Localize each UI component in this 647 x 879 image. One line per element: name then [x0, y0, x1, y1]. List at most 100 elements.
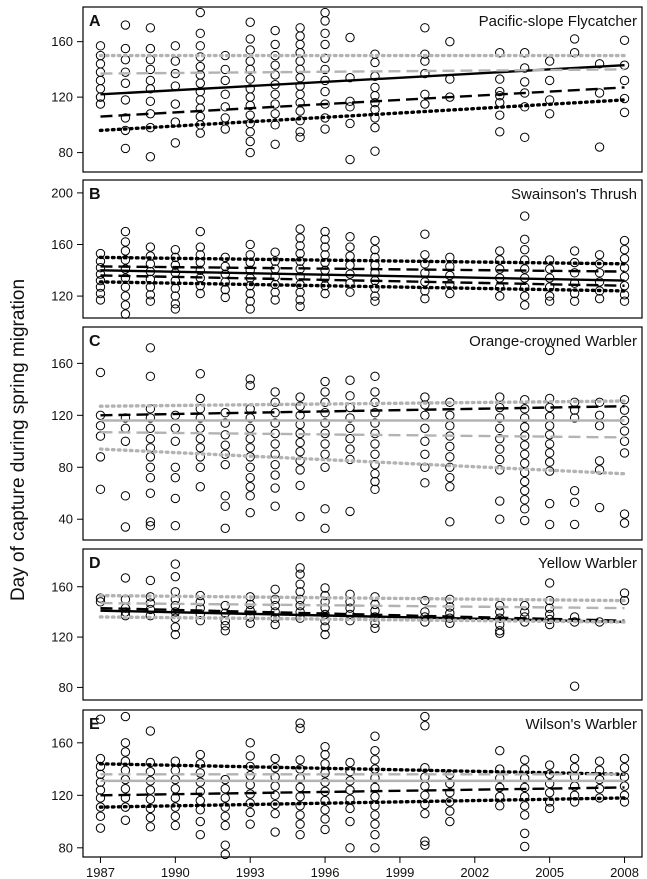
- data-point: [195, 482, 205, 492]
- data-point: [195, 41, 205, 51]
- data-point: [245, 374, 255, 384]
- data-point: [544, 75, 555, 86]
- data-point: [495, 255, 505, 265]
- data-point: [520, 485, 530, 496]
- data-point: [445, 517, 455, 527]
- x-tick-label: 2002: [460, 865, 489, 879]
- data-point: [320, 439, 330, 449]
- data-point: [320, 462, 330, 472]
- data-point: [270, 483, 280, 493]
- data-point: [345, 603, 355, 613]
- data-point: [145, 488, 156, 498]
- data-point: [270, 790, 280, 801]
- data-point: [295, 511, 305, 522]
- data-point: [370, 819, 380, 829]
- x-tick-label: 1990: [161, 865, 190, 879]
- data-point: [295, 579, 305, 589]
- data-point: [370, 296, 380, 306]
- data-point: [619, 244, 630, 255]
- fit-line-dotted: [98, 255, 627, 266]
- data-point: [370, 57, 380, 68]
- data-point: [295, 569, 305, 579]
- data-point: [520, 63, 530, 73]
- data-point: [445, 452, 455, 462]
- data-point: [495, 626, 505, 636]
- data-point: [295, 115, 305, 126]
- data-point: [320, 449, 330, 459]
- y-tick-label: 120: [51, 788, 73, 803]
- panel-letter: E: [89, 716, 100, 733]
- data-point: [345, 391, 355, 401]
- data-point: [495, 48, 505, 58]
- fit-line-dotted: [98, 447, 627, 476]
- fit-line-solid: [100, 269, 625, 282]
- data-point: [370, 469, 380, 479]
- data-point: [370, 459, 380, 470]
- data-point: [195, 393, 205, 404]
- data-point: [370, 476, 380, 487]
- data-point: [420, 808, 430, 819]
- data-point: [95, 431, 106, 441]
- data-point: [195, 749, 205, 760]
- data-point: [195, 28, 205, 39]
- y-tick-label: 80: [59, 460, 73, 475]
- data-point: [120, 815, 131, 825]
- data-point: [345, 785, 355, 795]
- data-point: [495, 74, 505, 84]
- data-point: [220, 849, 230, 860]
- data-point: [245, 127, 255, 137]
- data-point: [195, 281, 205, 291]
- data-point: [320, 777, 330, 787]
- data-point: [145, 517, 156, 527]
- data-point: [145, 242, 156, 252]
- data-point: [245, 443, 255, 453]
- data-point: [170, 260, 181, 270]
- data-point: [120, 125, 131, 136]
- data-point: [270, 594, 280, 605]
- data-point: [295, 248, 305, 259]
- data-point: [370, 408, 380, 418]
- data-point: [120, 747, 131, 757]
- data-point: [495, 791, 505, 802]
- data-point: [120, 309, 131, 319]
- data-point: [195, 768, 205, 778]
- data-point: [345, 589, 355, 599]
- data-point: [145, 803, 156, 814]
- data-point: [320, 504, 330, 514]
- data-point: [95, 99, 106, 109]
- panel-title: Orange-crowned Warbler: [469, 333, 637, 350]
- data-point: [270, 459, 280, 470]
- data-point: [295, 241, 305, 251]
- data-point: [195, 805, 205, 815]
- fit-line-dotted: [98, 593, 627, 603]
- data-point: [420, 449, 430, 459]
- fit-line-dashed: [100, 606, 625, 622]
- data-point: [270, 70, 280, 80]
- y-tick-label: 160: [51, 735, 73, 750]
- data-point: [495, 433, 505, 444]
- data-point: [95, 452, 106, 462]
- panel-letter: D: [89, 555, 101, 572]
- data-point: [95, 367, 106, 378]
- data-point: [270, 99, 280, 109]
- data-point: [345, 287, 355, 297]
- data-point: [295, 801, 305, 811]
- data-point: [145, 423, 156, 434]
- data-point: [495, 454, 505, 465]
- data-point: [145, 23, 156, 33]
- data-point: [345, 757, 355, 768]
- data-point: [295, 224, 305, 234]
- data-point: [295, 287, 305, 297]
- data-point: [195, 462, 205, 472]
- data-point: [120, 226, 131, 237]
- data-point: [245, 74, 255, 84]
- data-point: [345, 506, 355, 517]
- data-point: [345, 260, 355, 270]
- data-point: [544, 457, 555, 467]
- data-point: [145, 251, 156, 261]
- fit-line-dotted: [98, 399, 627, 408]
- data-point: [420, 293, 430, 304]
- data-point: [270, 256, 280, 266]
- data-point: [520, 828, 530, 839]
